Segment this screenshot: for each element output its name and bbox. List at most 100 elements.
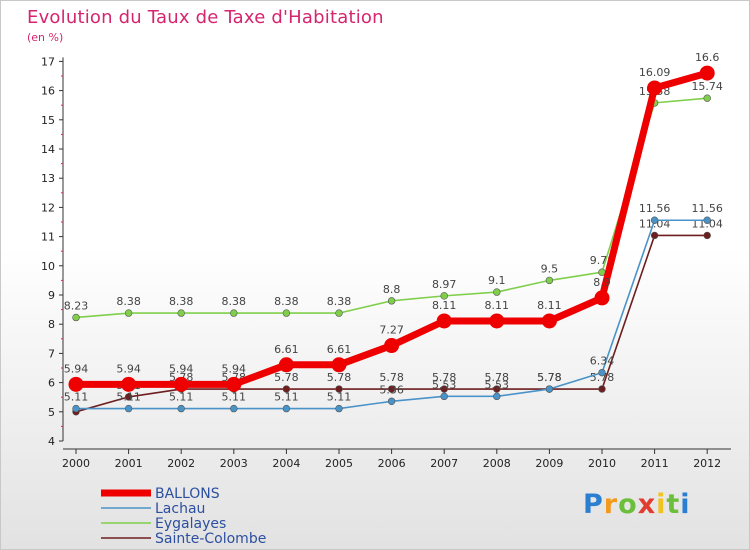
series-ballons: 5.94 5.94 5.94 5.94 6.61 6.61 7.27 8.11 8.11 8.11…: [64, 51, 720, 392]
data-label: 8.11: [432, 299, 457, 312]
data-label: 8.97: [432, 278, 457, 291]
y-tick-label: 8: [48, 318, 55, 331]
proxiti-logo: Proxiti: [583, 489, 691, 520]
x-tick-label: 2012: [693, 457, 721, 470]
x-tick-label: 2008: [483, 457, 511, 470]
y-tick-label: 16: [41, 85, 55, 98]
x-tick-label: 2006: [378, 457, 406, 470]
data-label: 16.6: [695, 51, 720, 64]
data-point: [436, 313, 452, 329]
data-point: [703, 216, 711, 224]
data-label: 5.78: [537, 371, 562, 384]
data-label: 9.5: [541, 262, 559, 275]
data-label: 8.11: [485, 299, 510, 312]
data-point: [647, 80, 663, 96]
data-point: [387, 297, 396, 305]
data-label: 5.94: [116, 362, 141, 375]
data-point: [72, 404, 80, 413]
y-tick-label: 10: [41, 260, 55, 273]
logo-letter: o: [618, 489, 638, 520]
data-point: [68, 376, 84, 392]
data-label: 9.1: [488, 274, 506, 287]
logo-letter: t: [666, 489, 681, 520]
data-point: [124, 393, 133, 401]
data-point: [541, 313, 557, 329]
logo-letter: i: [680, 489, 691, 520]
x-tick-label: 2003: [220, 457, 248, 470]
data-point: [594, 290, 610, 306]
data-point: [493, 288, 501, 296]
data-label: 15.74: [691, 80, 723, 93]
data-label: 5.94: [222, 362, 247, 375]
data-point: [545, 385, 554, 393]
data-label: 5.11: [327, 391, 352, 404]
data-point: [598, 368, 606, 377]
data-point: [230, 404, 238, 413]
x-tick-label: 2011: [641, 457, 669, 470]
x-tick-label: 2004: [272, 457, 300, 470]
x-tick-label: 2001: [115, 457, 143, 470]
x-tick-label: 2000: [62, 457, 90, 470]
data-point: [335, 385, 343, 393]
data-label: 5.11: [116, 391, 141, 404]
data-label: 6.34: [590, 355, 615, 368]
series-line: [72, 69, 711, 388]
data-label: 8.38: [274, 295, 299, 308]
data-label: 5.36: [379, 383, 404, 396]
data-label: 5.78: [327, 371, 352, 384]
chart-unit-label: (en %): [27, 31, 64, 44]
y-tick-label: 15: [41, 114, 55, 127]
data-point: [703, 231, 711, 240]
data-point: [384, 338, 400, 354]
data-point: [282, 385, 291, 393]
data-point: [124, 309, 133, 317]
y-tick-label: 12: [41, 201, 55, 214]
x-tick-label: 2009: [535, 457, 563, 470]
data-point: [121, 376, 137, 392]
data-point: [489, 313, 505, 329]
data-label: 5.78: [537, 371, 562, 384]
logo-letter: i: [656, 489, 667, 520]
logo-letter: x: [637, 489, 657, 520]
legend-label: Sainte-Colombe: [155, 531, 266, 547]
data-point: [177, 309, 185, 317]
data-label: 8.38: [222, 295, 247, 308]
legend-label: BALLONS: [155, 486, 220, 502]
data-point: [282, 404, 291, 413]
data-label: 5.11: [64, 391, 89, 404]
data-point: [278, 357, 294, 373]
logo-letter: r: [603, 489, 619, 520]
data-label: 5.11: [222, 391, 247, 404]
data-point: [173, 376, 189, 392]
y-tick-label: 7: [48, 347, 55, 360]
data-label: 5.78: [379, 371, 404, 384]
data-label: 8.38: [116, 295, 141, 308]
data-point: [440, 385, 448, 393]
data-label: 5.78: [274, 371, 299, 384]
data-label: 7.27: [379, 324, 404, 337]
data-label: 8.38: [169, 295, 194, 308]
data-label: 11.56: [691, 202, 723, 215]
legend-label: Eygalayes: [155, 516, 226, 532]
data-point: [493, 385, 501, 393]
y-tick-label: 5: [48, 406, 55, 419]
x-tick-label: 2005: [325, 457, 353, 470]
data-label: 8.9: [593, 276, 611, 289]
data-label: 5.78: [432, 371, 457, 384]
y-tick-label: 13: [41, 172, 55, 185]
y-tick-label: 14: [41, 143, 55, 156]
data-label: 5.11: [169, 391, 194, 404]
data-point: [226, 376, 242, 392]
logo-letter: P: [583, 489, 604, 520]
data-point: [440, 392, 448, 401]
data-label: 11.56: [639, 202, 671, 215]
data-label: 5.53: [485, 378, 510, 391]
data-point: [387, 385, 396, 393]
data-point: [440, 292, 448, 300]
data-label: 6.61: [274, 343, 299, 356]
data-point: [545, 276, 554, 285]
data-label: 5.94: [169, 362, 194, 375]
